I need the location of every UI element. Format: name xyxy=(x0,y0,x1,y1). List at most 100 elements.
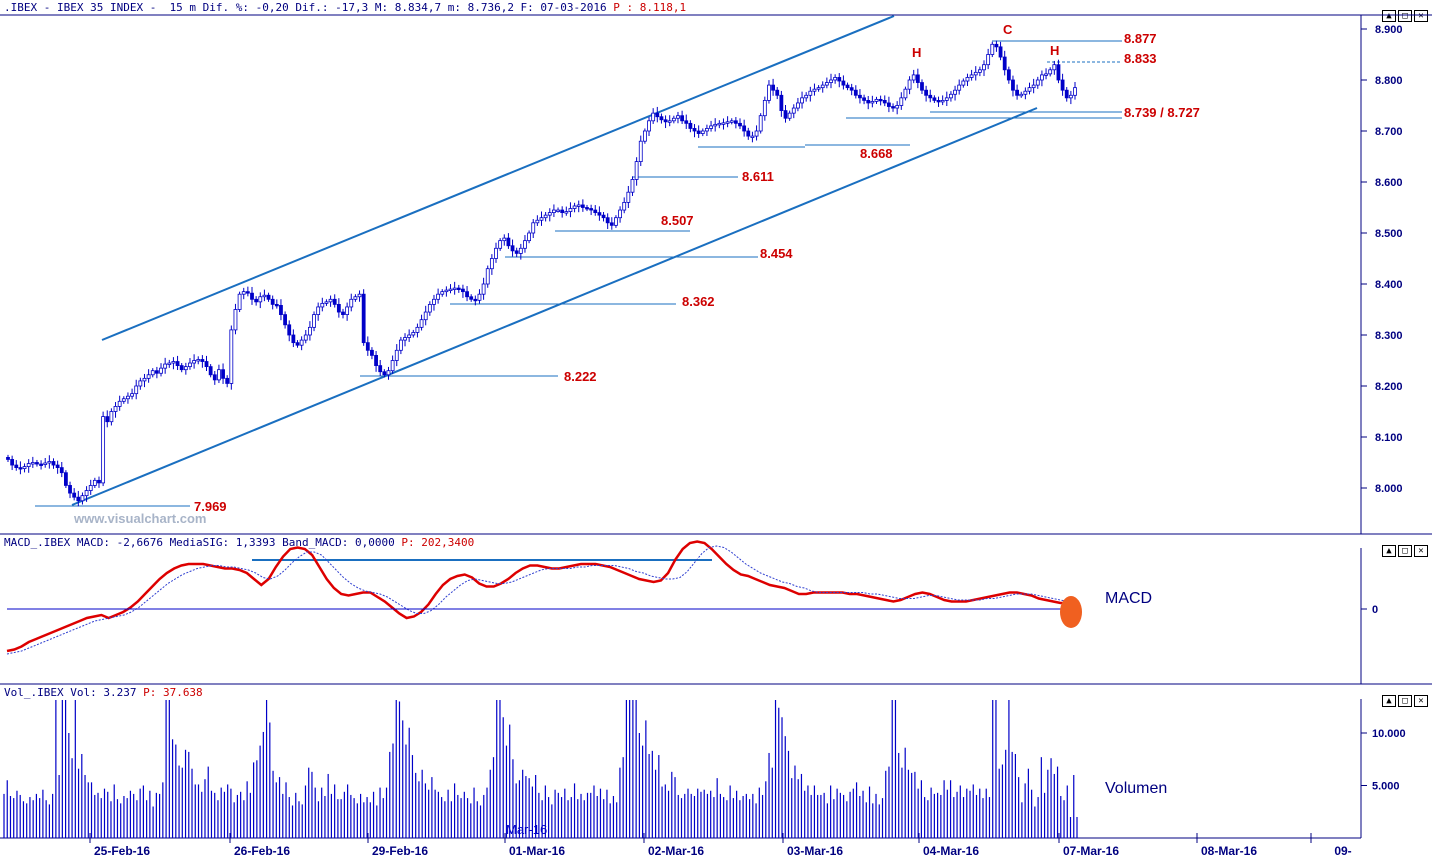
level-label: 8.222 xyxy=(564,369,597,384)
candle-body xyxy=(179,365,184,371)
minimize-button[interactable]: ▲ xyxy=(1382,695,1396,707)
candle-body xyxy=(452,287,457,290)
price-tick-label: 8.600 xyxy=(1375,177,1403,189)
candle-body xyxy=(341,311,345,315)
candle-body xyxy=(655,112,660,118)
candle-body xyxy=(796,102,800,109)
candle-body xyxy=(266,294,271,300)
candle-body xyxy=(154,370,159,374)
x-tick-label: 04-Mar-16 xyxy=(923,844,979,857)
candle-body xyxy=(626,191,631,203)
level-label: 7.969 xyxy=(194,499,227,514)
candle-body xyxy=(6,456,10,460)
candle-body xyxy=(22,466,27,470)
candle-body xyxy=(837,77,842,82)
candle-body xyxy=(1035,79,1040,86)
candle-body xyxy=(303,334,308,341)
candle-body xyxy=(353,296,358,300)
candle-body xyxy=(1027,87,1032,92)
maximize-button[interactable]: □ xyxy=(1398,695,1412,707)
candle-body xyxy=(378,365,383,373)
macd-line xyxy=(6,540,1076,653)
candle-body xyxy=(531,222,536,234)
minimize-button[interactable]: ▲ xyxy=(1382,545,1396,557)
candle-body xyxy=(767,84,771,101)
candle-body xyxy=(117,400,122,407)
candle-body xyxy=(829,79,833,83)
price-tick-label: 8.300 xyxy=(1375,330,1403,342)
close-button[interactable]: ✕ xyxy=(1414,695,1428,707)
candle-body xyxy=(841,80,846,86)
candle-body xyxy=(357,293,362,298)
candle-body xyxy=(419,319,424,328)
volume-header-p: P: 37.638 xyxy=(143,686,203,699)
candle-body xyxy=(390,360,395,372)
maximize-button[interactable]: □ xyxy=(1398,545,1412,557)
macd-pane-label: MACD xyxy=(1105,590,1153,607)
candle-body xyxy=(982,64,986,71)
macd-pane-buttons: ▲ □ ✕ xyxy=(1380,538,1428,557)
candle-body xyxy=(365,342,370,351)
macd-tick-label: 0 xyxy=(1372,604,1378,616)
candle-body xyxy=(775,89,780,96)
candlestick-series xyxy=(6,40,1077,507)
candle-body xyxy=(638,140,643,162)
candle-body xyxy=(121,398,126,402)
candle-body xyxy=(705,128,709,132)
candle-body xyxy=(874,98,879,102)
candle-body xyxy=(791,107,796,114)
candle-body xyxy=(911,74,916,81)
candle-body xyxy=(858,94,862,99)
candle-body xyxy=(14,464,19,468)
candle-body xyxy=(878,98,883,102)
candle-body xyxy=(556,209,560,212)
candle-body xyxy=(1048,69,1053,75)
candle-body xyxy=(944,97,949,101)
candle-body xyxy=(523,240,527,249)
candle-body xyxy=(862,97,866,101)
candle-body xyxy=(1015,89,1020,96)
candle-body xyxy=(870,101,875,104)
macd-y-ticks: 0 xyxy=(1361,604,1378,616)
candle-body xyxy=(547,212,552,216)
candle-body xyxy=(250,292,254,300)
candle-body xyxy=(126,395,130,400)
candle-body xyxy=(423,311,428,321)
candle-body xyxy=(1006,69,1011,81)
candle-body xyxy=(51,461,56,466)
candle-body xyxy=(920,82,924,91)
x-tick-label: 03-Mar-16 xyxy=(787,844,843,857)
candle-body xyxy=(977,69,982,73)
candle-body xyxy=(456,287,461,290)
price-pane-header: .IBEX - IBEX 35 INDEX - 15 m Dif. %: -0,… xyxy=(4,1,686,14)
candle-body xyxy=(692,128,697,132)
candle-body xyxy=(750,135,755,139)
candle-body xyxy=(427,303,432,313)
head-label: C xyxy=(1003,22,1013,37)
candle-body xyxy=(585,207,589,210)
candle-body xyxy=(957,84,962,91)
candle-body xyxy=(605,217,610,224)
candle-body xyxy=(1073,87,1077,96)
candle-body xyxy=(382,371,387,376)
close-button[interactable]: ✕ xyxy=(1414,545,1428,557)
volume-pane-buttons: ▲ □ ✕ xyxy=(1380,688,1428,707)
candle-body xyxy=(163,363,168,369)
candle-body xyxy=(812,88,817,92)
close-button[interactable]: ✕ xyxy=(1414,10,1428,22)
candle-body xyxy=(696,130,701,134)
candle-body xyxy=(295,342,300,346)
candle-body xyxy=(961,80,966,86)
candle-body xyxy=(853,89,858,96)
minimize-button[interactable]: ▲ xyxy=(1382,10,1396,22)
level-label: 8.668 xyxy=(860,146,893,161)
maximize-button[interactable]: □ xyxy=(1398,10,1412,22)
candle-body xyxy=(138,380,143,387)
candle-body xyxy=(1031,84,1036,89)
candle-body xyxy=(217,369,221,381)
candle-body xyxy=(461,288,465,293)
candle-body xyxy=(891,106,895,109)
candle-body xyxy=(283,314,287,326)
